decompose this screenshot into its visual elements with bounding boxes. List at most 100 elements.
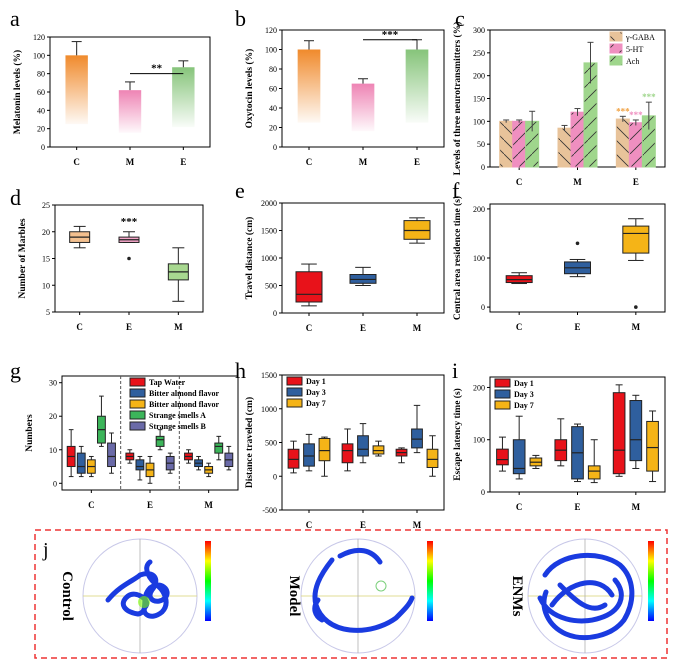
x-tick-label: E [574, 322, 580, 332]
y-tick-label: 50 [477, 140, 485, 149]
platform-marker [375, 580, 387, 592]
x-tick-label: C [516, 322, 523, 332]
x-tick-label: C [76, 322, 83, 332]
bar [499, 120, 514, 168]
y-tick-label: 80 [269, 65, 277, 74]
y-tick-label: 10 [42, 281, 50, 290]
x-tick-label: E [360, 520, 366, 530]
x-tick-label: C [306, 520, 313, 530]
y-axis-label: Oxytocin levels (%) [244, 49, 255, 129]
panel-i: i 0 100 200 C E M Escape latency time (s) Day 1 D… [452, 358, 666, 512]
y-tick-label: 1000 [261, 254, 277, 263]
legend-label: Day 7 [514, 401, 534, 410]
legend-label: Day 3 [306, 388, 326, 397]
outlier [634, 305, 638, 309]
box [372, 445, 385, 455]
box [512, 439, 526, 475]
box [411, 428, 423, 449]
y-tick-label: 80 [37, 70, 45, 79]
colorbar [648, 541, 654, 621]
legend-swatch [286, 387, 303, 397]
significance-label: *** [382, 29, 399, 41]
legend-swatch [609, 43, 623, 54]
swim-track [312, 547, 415, 633]
track-label-control: Control [59, 571, 75, 621]
box [341, 443, 354, 464]
legend-label: Ach [626, 57, 639, 66]
box [135, 459, 145, 471]
box [76, 452, 86, 474]
y-tick-label: 100 [473, 436, 485, 445]
x-tick-label: E [126, 322, 132, 332]
y-axis-label: Distance traveled (cm) [244, 397, 255, 488]
legend-label: Bitter almond flavor [149, 389, 220, 398]
panel-letter-a: a [10, 6, 20, 31]
box [287, 448, 300, 469]
y-tick-label: 150 [473, 95, 485, 104]
x-tick-label: M [632, 502, 641, 512]
box [622, 225, 650, 254]
bar [615, 118, 630, 168]
y-tick-label: 20 [269, 124, 277, 133]
legend-swatch [286, 376, 303, 386]
box [155, 435, 165, 447]
y-axis-label: Numbers [25, 414, 35, 452]
panel-b: b 0 20 40 60 80 100 120 C M E Oxytocin levels (%) **… [235, 6, 445, 167]
panel-c: c 0 50 100 150 200 250 300 C M E Levels of three ne… [452, 6, 666, 187]
bar [351, 83, 375, 132]
legend-swatch [129, 377, 146, 387]
box [295, 271, 323, 303]
x-tick-label: C [306, 157, 313, 167]
y-tick-label: 100 [473, 117, 485, 126]
y-axis-label: Levels of three neurotransmitters (%) [452, 22, 463, 176]
x-tick-label: M [413, 520, 422, 530]
panel-h: h -500 0 500 1000 1500 C E M Distance traveled (c… [235, 358, 445, 530]
box [357, 435, 369, 457]
panel-letter-d: d [10, 185, 21, 210]
legend-label: Day 3 [514, 390, 534, 399]
x-tick-label: E [633, 177, 639, 187]
x-tick-label: M [632, 322, 641, 332]
y-tick-label: 0 [41, 143, 45, 152]
significance-label: *** [121, 216, 138, 228]
y-tick-label: 200 [473, 205, 485, 214]
x-tick-label: C [73, 157, 80, 167]
panel-letter-f: f [452, 178, 460, 203]
significance-label: *** [629, 110, 643, 120]
y-tick-label: 1000 [261, 405, 277, 414]
x-tick-label: M [204, 500, 213, 510]
x-tick-label: M [126, 157, 135, 167]
legend-swatch [129, 388, 146, 398]
x-tick-label: E [360, 323, 366, 333]
x-tick-label: C [306, 323, 313, 333]
y-tick-label: 100 [265, 46, 277, 55]
y-axis-label: Central area residence time (s) [452, 196, 463, 320]
y-tick-label: 500 [265, 439, 277, 448]
legend-swatch [286, 398, 303, 408]
legend-swatch [129, 421, 146, 431]
legend-swatch [609, 31, 623, 42]
panel-e: e 0 500 1000 1500 2000 C E M Travel distance (cm) [235, 178, 445, 333]
box [646, 420, 659, 472]
y-tick-label: 100 [473, 254, 485, 263]
x-tick-label: C [88, 500, 95, 510]
track-label-enms: ENMs [509, 576, 525, 617]
y-axis-label: Travel distance (cm) [244, 217, 255, 300]
y-tick-label: 0 [273, 143, 277, 152]
panel-f: f 0 100 200 C E M Central area residence time (… [452, 178, 666, 332]
y-tick-label: 20 [37, 125, 45, 134]
outlier [127, 256, 131, 261]
legend-label: Day 7 [306, 399, 326, 408]
bar [570, 111, 585, 168]
y-tick-label: 10 [49, 446, 57, 455]
panel-letter-j: j [42, 539, 49, 561]
y-tick-label: 1500 [261, 371, 277, 380]
panel-letter-h: h [235, 358, 246, 383]
y-tick-label: 200 [473, 383, 485, 392]
box [318, 437, 331, 462]
y-tick-label: 100 [33, 51, 45, 60]
legend-label: Day 1 [514, 379, 534, 388]
y-tick-label: 500 [265, 282, 277, 291]
x-tick-label: C [516, 177, 523, 187]
y-tick-label: 60 [37, 88, 45, 97]
